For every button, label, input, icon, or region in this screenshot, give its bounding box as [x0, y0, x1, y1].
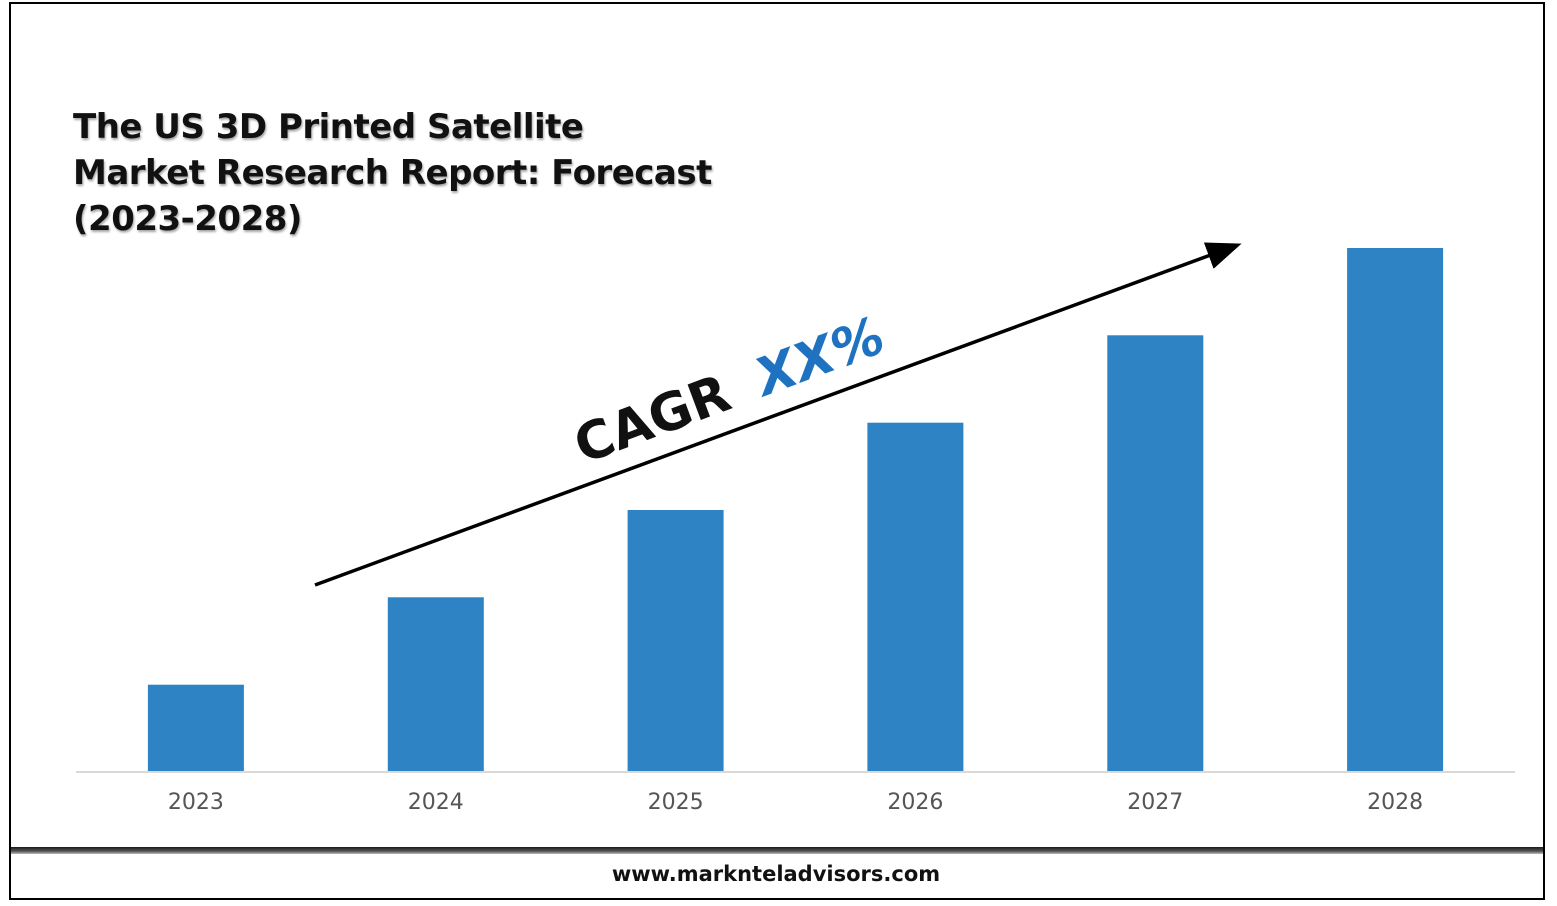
trend-arrow [314, 242, 1242, 587]
footer-divider [11, 847, 1543, 854]
bar-chart: 2023 2024 2025 2026 2027 2028 CAGR XX% [76, 242, 1515, 815]
x-tick-label-2023: 2023 [168, 790, 224, 815]
x-tick-label-2026: 2026 [887, 790, 943, 815]
bar-2026 [867, 422, 964, 772]
bar-2027 [1107, 335, 1204, 772]
footer-website: www.marknteladvisors.com [611, 862, 941, 886]
x-tick-label-2024: 2024 [408, 790, 464, 815]
x-tick-label-2027: 2027 [1127, 790, 1183, 815]
bars-layer [147, 248, 1444, 772]
chart-title: The US 3D Printed Satellite Market Resea… [73, 107, 712, 239]
bar-2028 [1347, 248, 1444, 772]
chart-frame: The US 3D Printed Satellite Market Resea… [9, 2, 1545, 900]
x-tick-label-2028: 2028 [1367, 790, 1423, 815]
cagr-value: XX% [745, 306, 893, 410]
bar-2025 [627, 510, 724, 772]
x-tick-labels: 2023 2024 2025 2026 2027 2028 [168, 790, 1423, 815]
bar-2024 [387, 597, 484, 772]
x-tick-label-2025: 2025 [648, 790, 704, 815]
bar-2023 [147, 684, 244, 772]
